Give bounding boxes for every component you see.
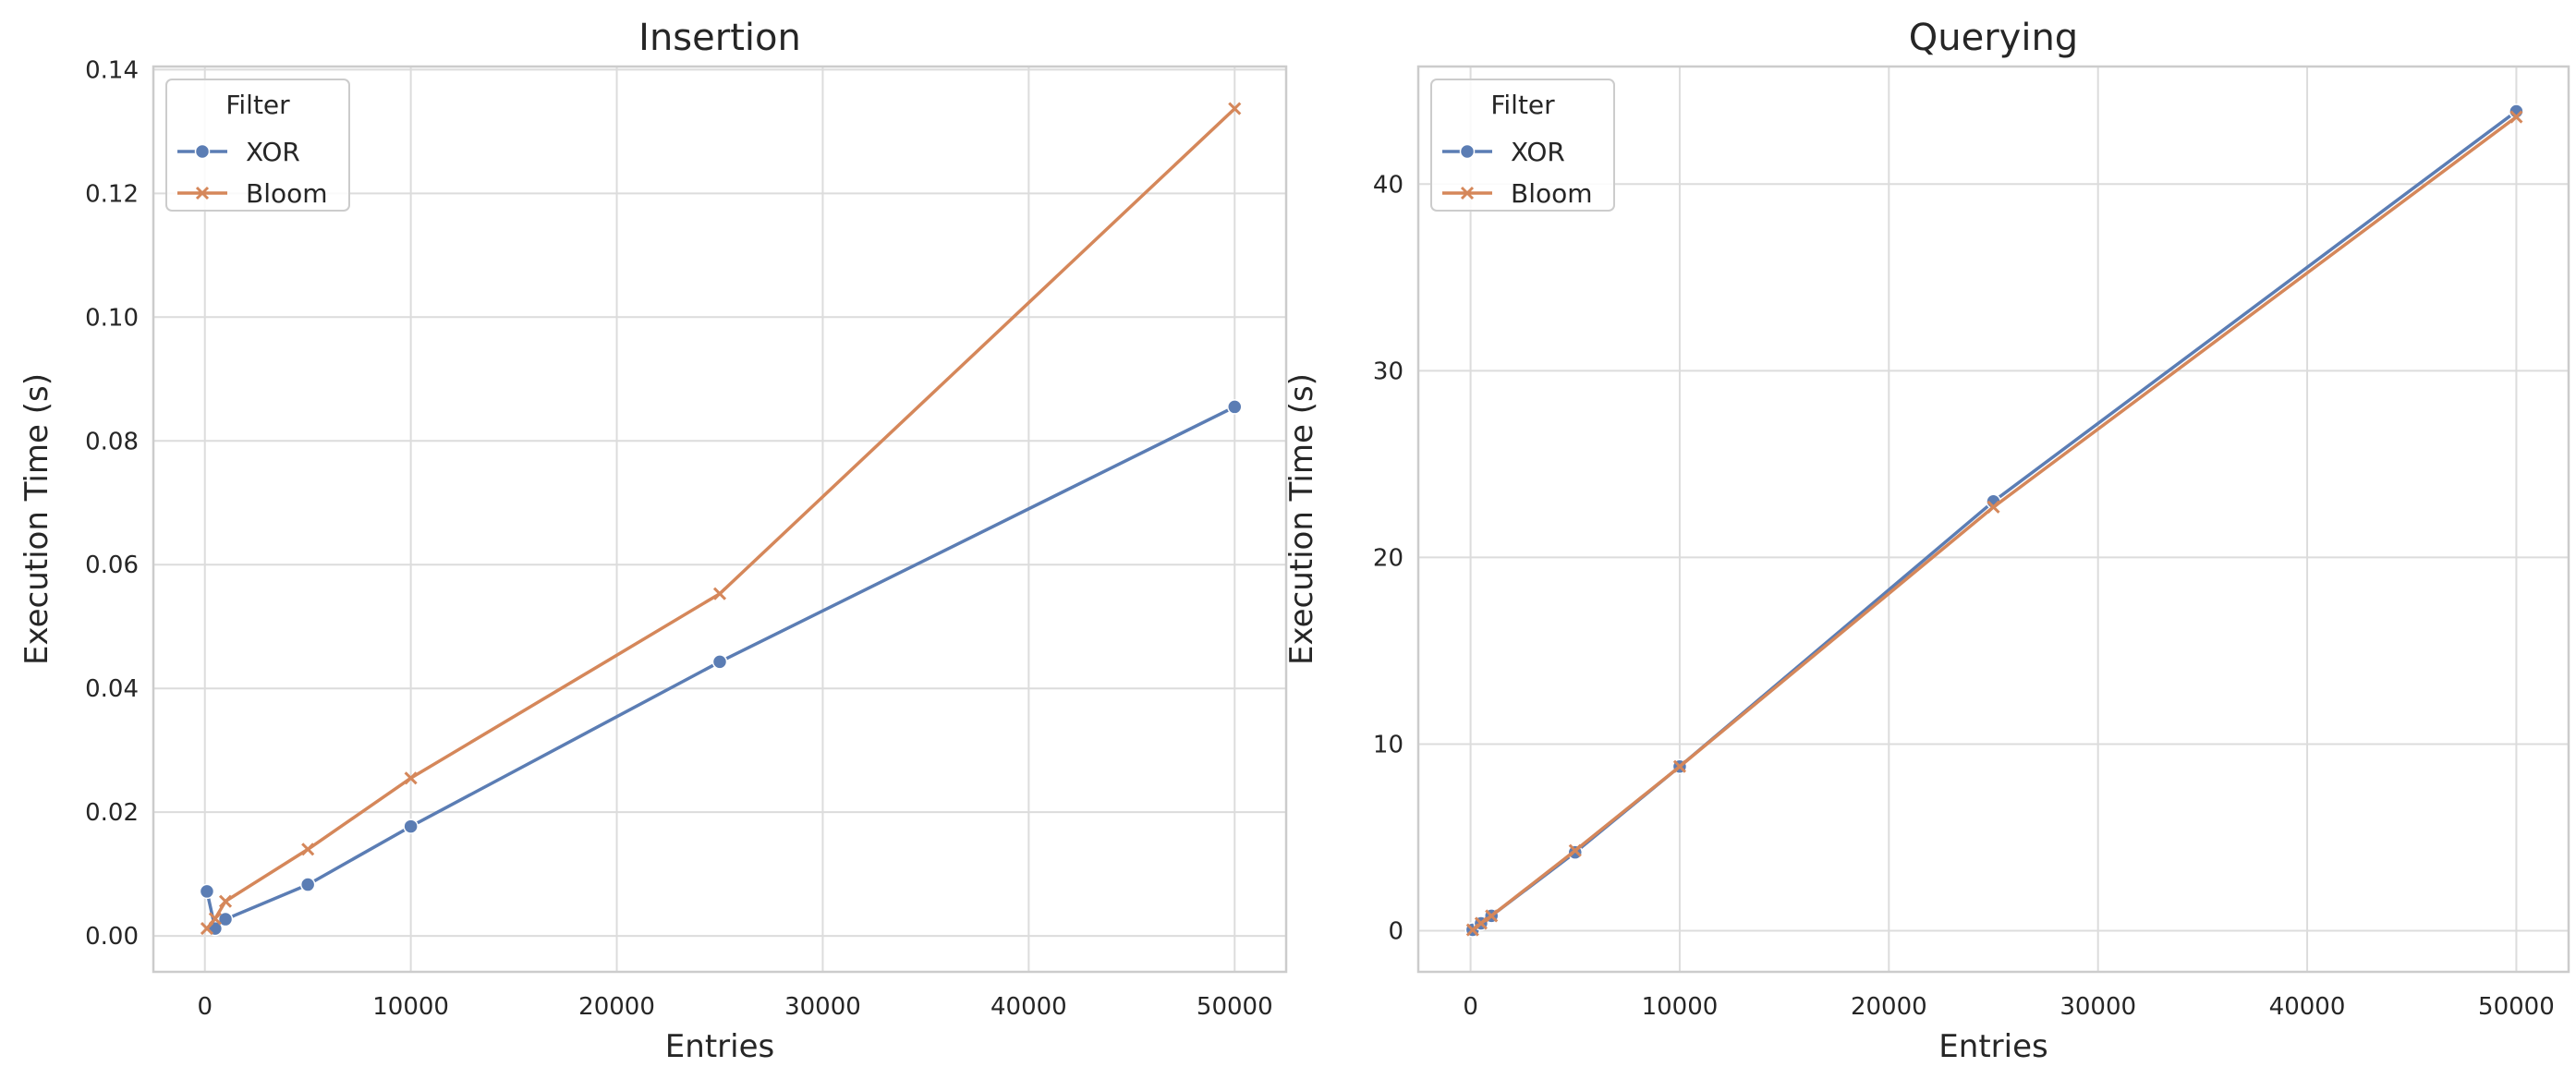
y-tick-label: 30 [1373, 358, 1403, 385]
chart-title: Querying [1909, 17, 2078, 59]
legend-title: Filter [225, 90, 290, 120]
legend-entry-bloom: Bloom [177, 178, 328, 209]
chart-title: Insertion [638, 17, 801, 59]
y-tick-label: 0.08 [85, 428, 139, 455]
y-tick-label: 10 [1373, 731, 1403, 758]
y-tick-label: 0.14 [85, 56, 139, 84]
x-tick-label: 40000 [990, 993, 1067, 1021]
legend-label: Bloom [1511, 178, 1593, 209]
data-point-xor [1227, 399, 1243, 415]
x-marker-stroke [218, 894, 233, 908]
y-tick-label: 0.02 [85, 799, 139, 827]
legend-marker [194, 143, 211, 160]
x-marker-stroke [404, 771, 418, 785]
x-marker-stroke [301, 843, 315, 856]
x-tick-label: 30000 [2060, 993, 2136, 1021]
chart-panel-2: 0 10000 20000 30000 40000 50000 0 10 20 30 40 Query… [1283, 17, 2570, 1065]
legend-entry-xor: XOR [177, 137, 300, 167]
x-marker-stroke [2509, 110, 2523, 124]
x-tick-label: 20000 [578, 993, 655, 1021]
legend-marker [1460, 186, 1475, 200]
x-marker-stroke [1987, 500, 2000, 514]
data-point-bloom [301, 843, 315, 856]
x-marker-stroke [1228, 102, 1242, 115]
plot-frame [1416, 65, 2570, 974]
y-tick-label: 0.10 [85, 304, 139, 332]
y-tick-label: 0.12 [85, 180, 139, 208]
y-tick-label: 0 [1388, 918, 1403, 946]
legend-label: XOR [246, 137, 300, 167]
y-tick-label: 20 [1373, 544, 1403, 572]
legend-label: Bloom [246, 178, 328, 209]
legend-entry-xor: XOR [1442, 137, 1565, 167]
data-point-xor [199, 883, 215, 900]
y-tick-label: 0.06 [85, 552, 139, 579]
data-point-xor [217, 911, 234, 927]
x-tick-label: 40000 [2269, 993, 2346, 1021]
y-axis-label: Execution Time (s) [1283, 373, 1320, 665]
x-tick-label: 10000 [1642, 993, 1719, 1021]
x-marker-stroke [712, 587, 727, 600]
data-point-xor [403, 818, 419, 834]
data-point-bloom [1987, 500, 2000, 514]
legend: Filter XOR Bloom [165, 79, 350, 212]
x-marker-stroke [208, 912, 222, 926]
x-tick-label: 20000 [1851, 993, 1927, 1021]
data-point-bloom [208, 912, 222, 926]
chart-panel-1: 0 10000 20000 30000 40000 50000 0.00 0.02 0.04 0.… [18, 17, 1288, 1065]
data-point-xor [299, 877, 316, 892]
x-tick-label: 0 [1463, 993, 1478, 1021]
y-axis-label: Execution Time (s) [18, 373, 55, 665]
x-marker-stroke [1672, 759, 1687, 773]
data-point-bloom [1474, 916, 1488, 930]
plot-frame [152, 65, 1288, 974]
data-point-bloom [1568, 843, 1582, 857]
data-point-bloom [712, 587, 727, 600]
data-point-bloom [1672, 759, 1687, 773]
x-marker-stroke [1568, 843, 1582, 857]
legend-marker [195, 186, 210, 200]
legend-box [1430, 79, 1615, 212]
data-point-bloom [218, 894, 233, 908]
x-tick-label: 30000 [784, 993, 861, 1021]
legend-entry-bloom: Bloom [1442, 178, 1593, 209]
legend-label: XOR [1511, 137, 1565, 167]
data-point-bloom [1485, 909, 1499, 923]
data-point-xor [711, 654, 728, 670]
x-axis-label: Entries [1938, 1028, 2047, 1065]
legend-title: Filter [1490, 90, 1555, 120]
x-tick-label: 0 [197, 993, 213, 1021]
data-point-bloom [2509, 110, 2523, 124]
x-tick-label: 50000 [1197, 993, 1273, 1021]
x-marker-stroke [1474, 916, 1488, 930]
data-point-bloom [1228, 102, 1242, 115]
y-tick-label: 0.00 [85, 923, 139, 951]
x-marker-stroke [1485, 909, 1499, 923]
data-point-bloom [404, 771, 418, 785]
x-axis-label: Entries [665, 1028, 774, 1065]
legend-box [165, 79, 350, 212]
legend: Filter XOR Bloom [1430, 79, 1615, 212]
x-tick-label: 50000 [2478, 993, 2555, 1021]
legend-marker [1459, 143, 1476, 160]
y-tick-label: 0.04 [85, 675, 139, 703]
x-tick-label: 10000 [372, 993, 449, 1021]
y-tick-label: 40 [1373, 171, 1403, 199]
